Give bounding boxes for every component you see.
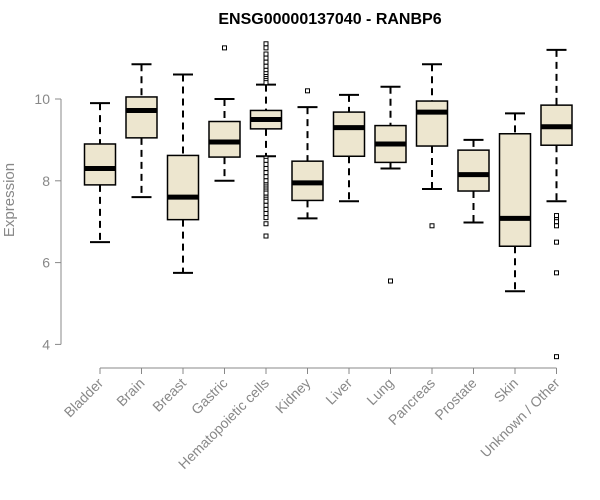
outlier-point (263, 157, 269, 163)
box-iqr (332, 111, 366, 158)
box-iqr (457, 149, 490, 192)
x-tick-label: Breast (149, 375, 189, 415)
y-tick-label: 10 (34, 91, 50, 107)
y-axis-label: Expression (1, 163, 18, 237)
outlier-point (263, 51, 269, 57)
box-group (415, 63, 449, 229)
box-group (166, 73, 200, 274)
chart-title: ENSG00000137040 - RANBP6 (218, 11, 441, 28)
y-tick-label: 8 (42, 173, 50, 189)
y-tick-label: 6 (42, 255, 50, 271)
box-group (83, 102, 117, 244)
outlier-point (263, 59, 269, 65)
outlier-point (263, 63, 269, 69)
box-group (374, 85, 407, 284)
box-group (332, 93, 366, 203)
outlier-point (554, 270, 559, 276)
outlier-point (263, 41, 269, 47)
box-iqr (125, 96, 158, 139)
y-axis: 4 6 8 10 (34, 91, 62, 352)
outlier-point (429, 223, 435, 229)
outlier-point (388, 278, 393, 284)
outlier-point (263, 166, 269, 172)
outlier-point (554, 239, 559, 245)
outlier-point (263, 221, 269, 227)
boxes (83, 41, 573, 360)
outlier-point (263, 174, 269, 180)
box-group (498, 112, 532, 293)
outlier-point (263, 55, 269, 61)
y-tick-label: 4 (42, 336, 50, 352)
outlier-point (263, 178, 269, 184)
box-group (125, 63, 158, 199)
x-tick-label: Unknown / Other (477, 375, 563, 461)
outlier-point (263, 206, 269, 212)
outlier-point (554, 213, 559, 219)
x-tick-label: Prostate (431, 375, 479, 423)
outlier-point (263, 80, 269, 86)
box-group (208, 45, 241, 182)
outlier-point (554, 219, 559, 225)
outlier-point (305, 88, 310, 94)
x-tick-label: Kidney (272, 375, 314, 417)
box-iqr (83, 143, 117, 186)
box-iqr (498, 133, 532, 247)
box-iqr (415, 100, 449, 147)
box-iqr (208, 120, 241, 158)
box-group (540, 48, 573, 360)
outlier-point (554, 223, 559, 229)
outlier-point (263, 170, 269, 176)
outlier-point (263, 198, 269, 204)
box-group (249, 41, 283, 239)
x-tick-label: Brain (113, 375, 147, 409)
x-tick-label: Lung (363, 375, 396, 408)
x-tick-label: Bladder (61, 375, 107, 421)
box-group (291, 88, 324, 220)
outlier-point (263, 202, 269, 208)
outlier-point (263, 161, 269, 167)
outlier-point (263, 215, 269, 221)
outlier-point (263, 233, 269, 239)
x-tick-label: Skin (491, 375, 522, 406)
outlier-point (263, 190, 269, 196)
box-group (457, 138, 490, 224)
outlier-point (263, 211, 269, 217)
x-tick-label: Liver (322, 375, 355, 408)
box-iqr (166, 154, 200, 221)
outlier-point (263, 45, 269, 51)
outlier-point (554, 354, 559, 360)
outlier-point (222, 45, 227, 51)
